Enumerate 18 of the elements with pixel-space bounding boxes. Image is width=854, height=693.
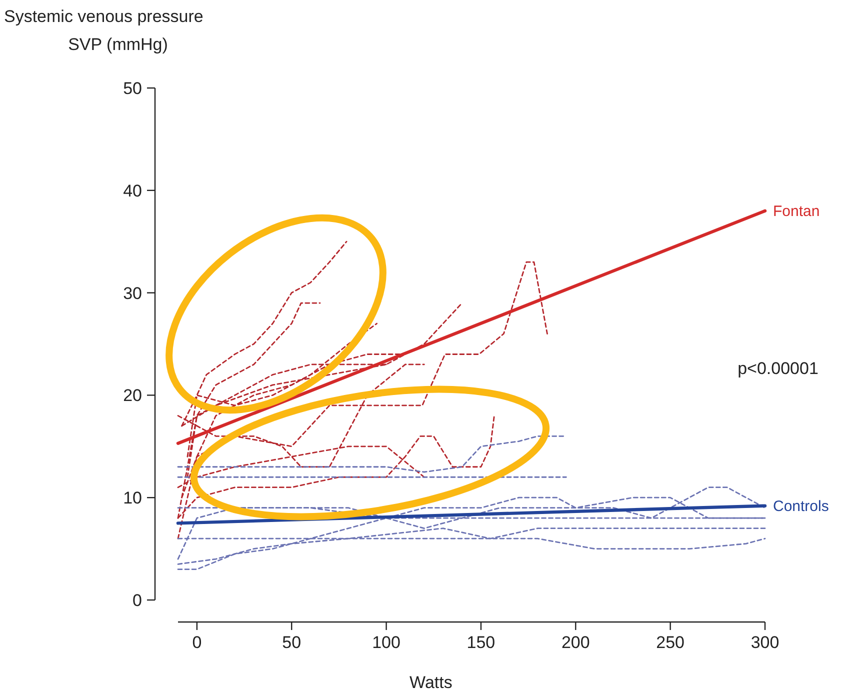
y-tick-label: 0 bbox=[132, 591, 142, 610]
y-tick-label: 40 bbox=[123, 181, 142, 200]
x-tick-label: 250 bbox=[656, 633, 685, 652]
x-axis-title: Watts bbox=[410, 673, 452, 692]
x-tick-label: 200 bbox=[561, 633, 590, 652]
annotation: p<0.00001 bbox=[738, 359, 818, 378]
y-tick-label: 50 bbox=[123, 79, 142, 98]
x-tick-label: 100 bbox=[372, 633, 400, 652]
y-tick-label: 10 bbox=[123, 488, 142, 508]
x-tick-label: 150 bbox=[466, 633, 496, 652]
x-tick-label: 0 bbox=[192, 633, 202, 652]
series-label: Controls bbox=[773, 498, 829, 515]
series-label: Fontan bbox=[773, 202, 820, 220]
y-axis-title: Systemic venous pressure SVP (mmHg) bbox=[4, 7, 204, 54]
y-tick-label: 30 bbox=[123, 284, 142, 303]
x-tick-label: 50 bbox=[282, 633, 302, 652]
y-tick-label: 20 bbox=[123, 386, 142, 406]
x-tick-label: 300 bbox=[750, 633, 780, 652]
